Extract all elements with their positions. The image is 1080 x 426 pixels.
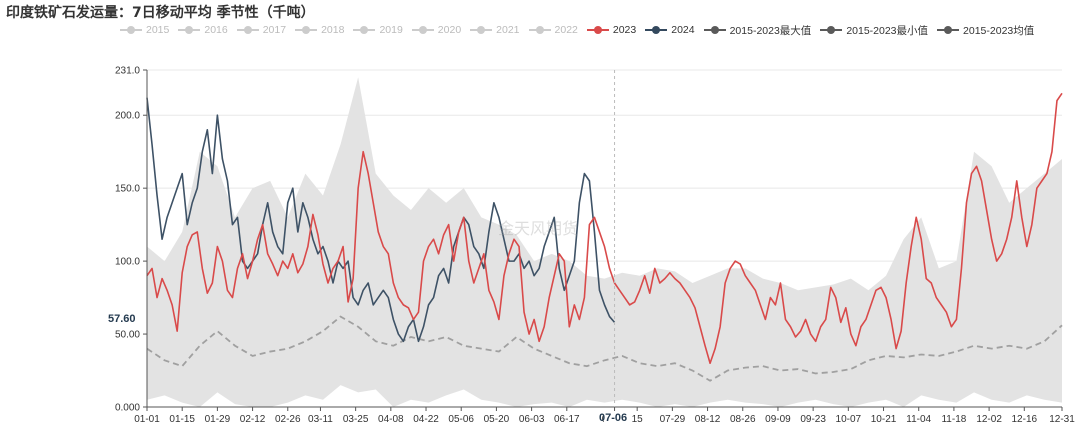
x-tick-label: 03-11 (308, 414, 333, 425)
x-tick-label: 11-04 (906, 414, 931, 425)
legend-item-2016[interactable]: 2016 (178, 24, 228, 36)
series-2023-line (146, 92, 1063, 365)
legend-marker-icon (470, 25, 493, 35)
legend-label: 2020 (437, 24, 462, 36)
cursor-y-label: 57.60 (104, 311, 140, 328)
x-tick-label: 08-12 (695, 414, 721, 425)
legend-marker-icon (353, 25, 376, 35)
x-tick-label: 08-26 (730, 414, 756, 425)
legend-item-2015[interactable]: 2015 (120, 24, 169, 36)
legend-item-2023[interactable]: 2023 (586, 24, 637, 36)
legend-item-2017[interactable]: 2017 (236, 24, 287, 36)
x-tick-label: 02-26 (275, 414, 301, 425)
legend-marker-icon (820, 25, 843, 35)
y-tick-label: 0.000 (115, 403, 140, 414)
legend-marker-icon (528, 25, 551, 35)
x-tick-label: 04-08 (378, 414, 404, 425)
legend-item-2020[interactable]: 2020 (411, 24, 462, 36)
y-tick-label: 231.0 (115, 66, 140, 77)
x-tick-label: 10-21 (871, 414, 897, 425)
watermark-text: 金天风期货 (498, 219, 579, 238)
legend-marker-icon (295, 25, 318, 35)
x-tick-label: 11-18 (941, 414, 966, 425)
x-tick-label: 02-12 (240, 414, 266, 425)
legend-item-2019[interactable]: 2019 (353, 24, 403, 36)
chart-title: 印度铁矿石发运量：7日移动平均 季节性（千吨） (6, 5, 315, 21)
legend-item-2015-2023最大值[interactable]: 2015-2023最大值 (703, 23, 812, 38)
legend-label: 2017 (262, 24, 287, 36)
series-2024-line (146, 97, 616, 343)
legend-marker-icon (703, 25, 726, 35)
max-area (147, 77, 1062, 407)
legend-item-2022[interactable]: 2022 (528, 24, 578, 36)
y-tick-labels: 231.0 200.0 150.0 100.0 50.00 0.000 (115, 66, 147, 414)
legend-item-2021[interactable]: 2021 (470, 24, 520, 36)
x-tick-label: 10-07 (836, 414, 862, 425)
legend-label: 2015-2023最大值 (729, 24, 812, 37)
legend-marker-icon (586, 25, 609, 35)
axes (146, 70, 1062, 408)
x-tick-label: 06-03 (519, 414, 545, 425)
legend-item-2018[interactable]: 2018 (295, 24, 344, 36)
min-area (147, 385, 1062, 407)
legend-label: 2015-2023最小值 (846, 24, 929, 37)
x-tick-labels: 01-01 01-15 01-29 02-12 02-26 03-11 03-25 04-08… (134, 407, 1075, 425)
legend-label: 2016 (204, 24, 228, 36)
x-tick-label: 05-20 (484, 414, 510, 425)
legend-label: 2024 (671, 24, 695, 36)
x-tick-label: 09-23 (800, 414, 826, 425)
series-mean-line (146, 315, 1063, 382)
legend-marker-icon (411, 25, 434, 35)
x-tick-label: 15 (632, 414, 644, 425)
legend-label: 2019 (379, 24, 403, 36)
legend-marker-icon (236, 25, 259, 35)
x-tick-label: 01-29 (205, 414, 231, 425)
legend-label: 2015-2023均值 (963, 24, 1035, 37)
legend-marker-icon (120, 25, 142, 35)
legend-label: 2015 (146, 24, 170, 36)
legend-item-2024[interactable]: 2024 (645, 24, 695, 36)
x-tick-label: 12-02 (976, 414, 1002, 425)
x-tick-label: 05-06 (448, 414, 474, 425)
legend-marker-icon (645, 25, 668, 35)
legend-marker-icon (178, 25, 201, 35)
legend-label: 2021 (496, 24, 520, 36)
x-tick-label: 07-29 (660, 414, 686, 425)
y-tick-label: 50.00 (115, 330, 140, 341)
x-tick-label: 01-15 (169, 414, 195, 425)
legend-marker-icon (937, 25, 960, 35)
x-tick-label: 06-17 (554, 414, 580, 425)
legend-label: 2023 (612, 24, 637, 36)
legend-item-2015-2023均值[interactable]: 2015-2023均值 (937, 23, 1034, 38)
x-tick-label: 03-25 (343, 414, 369, 425)
x-tick-label: 09-09 (765, 414, 791, 425)
cursor-x-label-bg (604, 413, 632, 426)
series-lines (146, 92, 1063, 382)
legend: 2015 2016 2017 2018 2019 2020 2021 2022 2023 2024… (120, 21, 1043, 39)
y-tick-label: 150.0 (115, 184, 140, 195)
x-tick-label: 01-01 (134, 414, 160, 425)
y-tick-label: 200.0 (115, 111, 140, 122)
min-max-band (147, 77, 1062, 407)
x-tick-label: 12-16 (1012, 414, 1038, 425)
legend-label: 2018 (321, 24, 345, 36)
y-tick-label: 100.0 (115, 257, 140, 268)
legend-item-2015-2023最小值[interactable]: 2015-2023最小值 (820, 23, 928, 38)
cursor-x-label: 07-06 (599, 412, 628, 424)
x-tick-label: 12-31 (1049, 414, 1075, 425)
x-tick-label: 04-22 (413, 414, 439, 425)
legend-label: 2022 (554, 24, 578, 36)
